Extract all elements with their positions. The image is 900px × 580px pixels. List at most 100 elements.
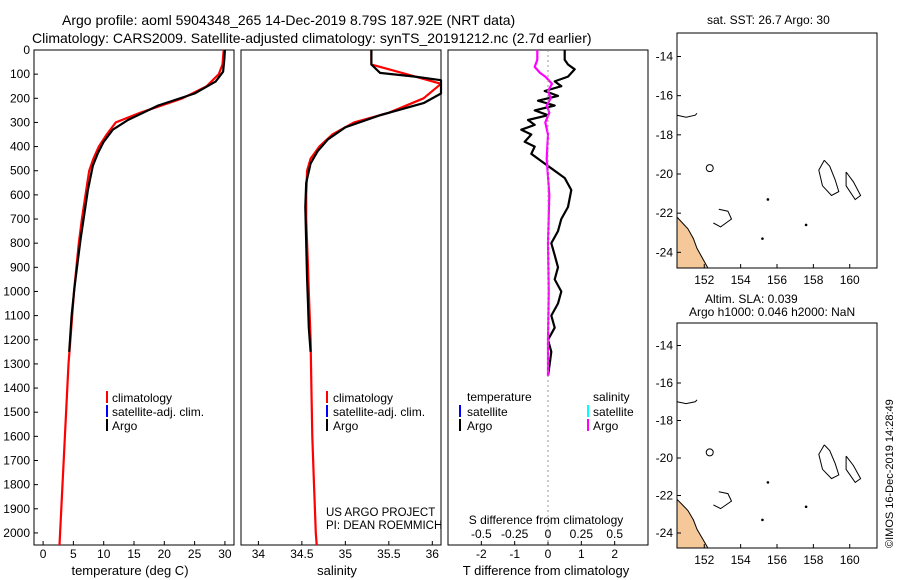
legend-label-climatology: climatology [333,391,393,405]
depth-tick-label: 500 [10,164,30,178]
depth-tick-label: 400 [10,140,30,154]
coastline [676,399,862,522]
temperature-legend: climatology satellite-adj. clim. Argo [106,391,204,433]
header-line-2: Climatology: CARS2009. Satellite-adjuste… [32,30,592,46]
salinity-axis-ticks: 34 34.5 35 35.5 36 [252,541,440,561]
lon-tick-label: 158 [803,273,823,287]
x-tick-label: 35 [339,547,353,561]
lat-tick-label: -18 [656,128,674,142]
islet [761,237,764,240]
depth-tick-label: 900 [10,260,30,274]
sst-map-title: sat. SST: 26.7 Argo: 30 [707,13,830,27]
x-tick-label: 36 [426,547,440,561]
reef-outline [818,159,840,197]
reef-outline [713,208,733,228]
islet [761,518,764,522]
depth-tick-label: 800 [10,236,30,250]
temperature-axis-ticks: 0 5 10 15 20 25 30 [40,541,232,561]
longitude-axis-ticks: 152 154 156 158 160 [694,544,860,567]
x-tick-label: 30 [218,547,232,561]
legend-label-satellite: satellite-adj. clim. [333,405,425,419]
depth-tick-label: 600 [10,188,30,202]
sla-map-frame [676,322,878,549]
x-tick-label: 0 [40,547,47,561]
legend-label-satellite: satellite-adj. clim. [112,405,204,419]
legend-title-temperature: temperature [467,390,532,404]
reef-outline [845,455,862,484]
legend-swatch-s-satellite [587,405,589,417]
lon-tick-label: 156 [767,273,787,287]
s-diff-tick-label: -0.5 [471,527,492,541]
depth-tick-label: 1800 [3,478,30,492]
project-line-1: US ARGO PROJECT [326,507,435,519]
legend-swatch-s-argo [587,419,589,431]
reef-outline [676,399,698,405]
depth-tick-label: 100 [10,67,30,81]
depth-tick-label: 1100 [4,309,30,323]
island-outline [705,448,714,457]
lon-tick-label: 160 [840,273,860,287]
legend-label-s-argo: Argo [593,419,619,433]
lon-tick-label: 152 [694,273,714,287]
x-tick-label: 10 [97,547,111,561]
australia-coast [676,215,709,269]
salinity-axis-label: salinity [317,563,357,578]
legend-label-argo: Argo [333,419,359,433]
project-line-2: PI: DEAN ROEMMICH [326,520,442,532]
depth-tick-label: 1400 [3,381,30,395]
depth-axis-ticks: 0 100 200 300 400 500 600 700 800 900 1000 1100 1200… [3,43,38,540]
x-tick-label: -2 [476,547,487,561]
lat-tick-label: -22 [656,206,674,220]
t-difference-axis-ticks: -2 -1 0 1 2 [476,541,618,561]
difference-legend: temperature satellite Argo salinity sate… [459,390,634,433]
legend-label-t-satellite: satellite [467,405,508,419]
sst-map-frame [676,32,878,269]
island-outline [705,164,714,173]
lat-tick-label: -16 [656,376,674,390]
lat-tick-label: -24 [656,245,674,259]
s-difference-axis-ticks: -0.5 -0.25 0 0.25 0.5 [471,527,623,541]
lon-tick-label: 158 [803,553,823,567]
salinity-legend: climatology satellite-adj. clim. Argo [326,391,425,433]
series-temperature-argo [520,50,576,377]
sla-map: Altim. SLA: 0.039 Argo h1000: 0.046 h200… [656,292,878,567]
sla-map-subtitle: Argo h1000: 0.046 h2000: NaN [689,305,855,319]
salinity-series [304,50,443,546]
lon-tick-label: 156 [767,553,787,567]
australia-coast [676,498,709,549]
lon-tick-label: 152 [694,553,714,567]
series-argo [304,50,443,352]
series-argo [68,49,226,352]
depth-tick-label: 200 [10,91,30,105]
x-tick-label: 0 [545,547,552,561]
x-tick-label: 1 [578,547,585,561]
depth-tick-label: 1600 [3,429,30,443]
reef-outline [713,491,733,510]
depth-tick-label: 1500 [3,405,30,419]
depth-tick-label: 1300 [3,357,30,371]
legend-label-argo: Argo [112,419,138,433]
legend-title-salinity: salinity [593,390,630,404]
depth-tick-label: 700 [10,212,30,226]
islet [804,505,808,509]
credit-stamp: ©IMOS 16-Dec-2019 14:28:49 [884,399,896,548]
legend-swatch-t-satellite [459,405,461,417]
s-difference-axis-label: S difference from climatology [469,513,624,527]
lat-tick-label: -22 [656,489,674,503]
depth-tick-label: 300 [10,115,30,129]
salinity-plot-frame [240,49,442,546]
islet [766,198,770,201]
temperature-axis-label: temperature (deg C) [71,563,188,578]
x-tick-label: 34 [252,547,266,561]
lat-tick-label: -20 [656,451,674,465]
x-tick-label: 34.5 [290,547,314,561]
legend-swatch-climatology [106,391,108,403]
depth-tick-label: 1700 [3,453,30,467]
legend-label-s-satellite: satellite [593,405,634,419]
reef-outline [845,171,862,201]
sla-map-title: Altim. SLA: 0.039 [705,292,798,306]
legend-label-t-argo: Argo [467,419,493,433]
series-climatology [305,50,443,546]
temperature-panel: 0100200300400500600700800900100011001200… [3,43,235,578]
